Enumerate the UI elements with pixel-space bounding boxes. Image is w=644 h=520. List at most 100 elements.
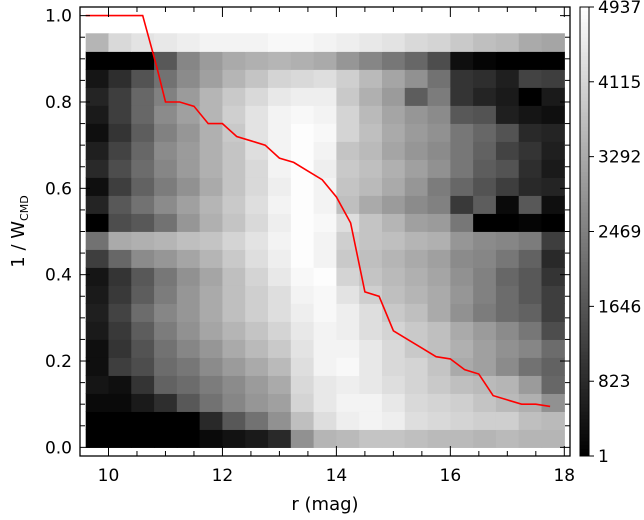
- heatmap-cell: [290, 231, 315, 250]
- heatmap-cell: [336, 267, 360, 286]
- colorbar-segment: [580, 227, 589, 232]
- heatmap-cell: [222, 159, 246, 178]
- colorbar-segment: [580, 253, 589, 259]
- colorbar-segment: [580, 25, 589, 30]
- heatmap-cell: [290, 339, 315, 358]
- heatmap-cell: [176, 411, 201, 430]
- heatmap-cell: [381, 375, 406, 394]
- heatmap-cell: [450, 123, 474, 142]
- heatmap-cell: [518, 375, 543, 394]
- heatmap-cell: [290, 123, 315, 142]
- heatmap-cell: [518, 141, 543, 160]
- colorbar-segment: [580, 366, 589, 371]
- colorbar-segment: [580, 179, 589, 184]
- heatmap-cell: [541, 33, 565, 52]
- colorbar-segment: [580, 216, 589, 221]
- heatmap-cell: [336, 87, 360, 106]
- heatmap-cell: [381, 429, 406, 448]
- heatmap-cell: [176, 33, 201, 52]
- heatmap-cell: [473, 375, 497, 394]
- heatmap-cell: [268, 69, 292, 88]
- colorbar-segment: [580, 313, 589, 319]
- heatmap-cell: [495, 249, 520, 268]
- heatmap-cell: [450, 375, 474, 394]
- heatmap-cell: [268, 285, 292, 304]
- heatmap-cell: [245, 339, 269, 358]
- heatmap-cell: [245, 357, 269, 376]
- colorbar-segment: [580, 145, 589, 150]
- heatmap-cell: [359, 87, 383, 106]
- colorbar-segment: [580, 96, 589, 102]
- heatmap-cell: [108, 51, 132, 70]
- heatmap-cell: [427, 411, 451, 430]
- heatmap-cell: [381, 69, 406, 88]
- heatmap-cell: [427, 393, 451, 412]
- colorbar-segment: [580, 362, 589, 367]
- colorbar-segment: [580, 392, 589, 397]
- heatmap-cell: [222, 105, 246, 124]
- heatmap-cell: [404, 87, 429, 106]
- heatmap-cell: [176, 321, 201, 340]
- heatmap-cell: [154, 159, 178, 178]
- heatmap-cell: [290, 177, 315, 196]
- heatmap-cell: [290, 195, 315, 214]
- heatmap-cell: [108, 123, 132, 142]
- colorbar-segment: [580, 238, 589, 244]
- heatmap-cell: [450, 159, 474, 178]
- heatmap-cell: [176, 141, 201, 160]
- colorbar-segment: [580, 280, 589, 285]
- heatmap-cell: [518, 177, 543, 196]
- heatmap-cell: [404, 393, 429, 412]
- heatmap-cell: [541, 51, 565, 70]
- heatmap-cell: [85, 231, 110, 250]
- heatmap-cell: [245, 141, 269, 160]
- heatmap-cell: [268, 393, 292, 412]
- heatmap-cell: [359, 231, 383, 250]
- heatmap-cell: [245, 429, 269, 448]
- heatmap-cell: [404, 321, 429, 340]
- colorbar-segment: [580, 70, 589, 75]
- heatmap-cell: [245, 321, 269, 340]
- heatmap-cell: [336, 303, 360, 322]
- heatmap-cell: [473, 69, 497, 88]
- heatmap-cell: [313, 123, 337, 142]
- heatmap-cell: [313, 267, 337, 286]
- heatmap-cell: [541, 231, 565, 250]
- heatmap-cell: [176, 231, 201, 250]
- heatmap-cell: [336, 51, 360, 70]
- heatmap-cell: [108, 231, 132, 250]
- heatmap-cell: [541, 69, 565, 88]
- heatmap-cell: [222, 87, 246, 106]
- heatmap-cell: [85, 69, 110, 88]
- heatmap-cell: [176, 357, 201, 376]
- heatmap-cell: [222, 375, 246, 394]
- heatmap-cell: [131, 159, 155, 178]
- heatmap-cell: [222, 357, 246, 376]
- heatmap-cell: [154, 249, 178, 268]
- heatmap-cell: [518, 33, 543, 52]
- colorbar-segment: [580, 377, 589, 382]
- heatmap-cell: [518, 285, 543, 304]
- heatmap-cell: [359, 195, 383, 214]
- heatmap-cell: [290, 141, 315, 160]
- heatmap-cell: [518, 105, 543, 124]
- colorbar-segment: [580, 182, 589, 188]
- heatmap-cell: [381, 267, 406, 286]
- heatmap-cell: [404, 411, 429, 430]
- colorbar-segment: [580, 399, 589, 405]
- heatmap-cell: [199, 231, 224, 250]
- heatmap-cell: [495, 375, 520, 394]
- heatmap-cell: [404, 303, 429, 322]
- heatmap-cell: [199, 213, 224, 232]
- colorbar-segment: [580, 93, 589, 98]
- heatmap-cell: [268, 33, 292, 52]
- heatmap-cell: [131, 375, 155, 394]
- colorbar-segment: [580, 231, 589, 236]
- heatmap-cell: [450, 141, 474, 160]
- heatmap-cell: [336, 375, 360, 394]
- heatmap-cell: [245, 285, 269, 304]
- heatmap-cell: [176, 159, 201, 178]
- heatmap-cell: [85, 141, 110, 160]
- heatmap-cell: [290, 285, 315, 304]
